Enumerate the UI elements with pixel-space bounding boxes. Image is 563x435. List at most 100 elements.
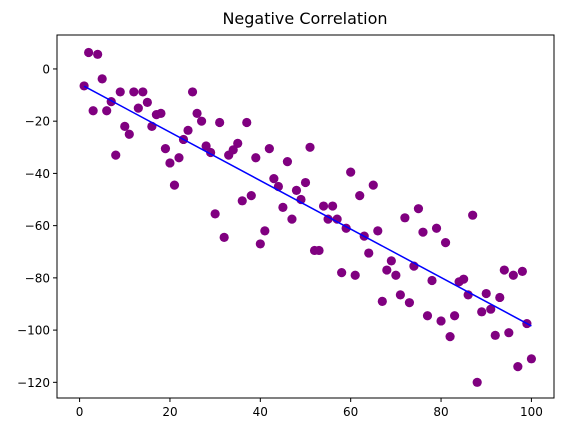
scatter-point [84, 47, 94, 58]
x-tick-label: 60 [343, 405, 358, 419]
x-tick-label: 40 [253, 405, 268, 419]
scatter-point [255, 239, 265, 249]
scatter-point [386, 256, 396, 266]
scatter-point [196, 116, 207, 126]
scatter-point [219, 232, 229, 242]
scatter-point [305, 142, 315, 152]
scatter-point [269, 174, 279, 184]
scatter-point [355, 191, 365, 201]
scatter-point [93, 49, 103, 59]
scatter-point [368, 180, 378, 190]
scatter-point [79, 81, 89, 91]
scatter-point [318, 201, 329, 211]
scatter-point [97, 74, 107, 84]
scatter-point [242, 117, 252, 128]
scatter-point [427, 275, 437, 286]
scatter-point [395, 290, 405, 300]
scatter-point [472, 377, 482, 387]
scatter-point [314, 245, 324, 256]
scatter-point [450, 311, 460, 321]
x-tick-label: 80 [433, 405, 448, 419]
scatter-point [513, 362, 523, 372]
scatter-point [481, 288, 491, 299]
scatter-point [508, 270, 518, 280]
scatter-point [287, 214, 297, 224]
y-tick-label: −20 [25, 115, 50, 129]
x-tick-label: 100 [520, 405, 543, 419]
scatter-point [300, 177, 311, 188]
plot-frame [56, 34, 555, 399]
plot-marks [79, 47, 537, 387]
scatter-point [233, 138, 243, 148]
scatter-point [323, 214, 333, 224]
scatter-point [364, 248, 374, 258]
scatter-point [102, 106, 112, 116]
scatter-point [337, 268, 347, 278]
scatter-point [169, 180, 180, 190]
scatter-point [404, 298, 415, 308]
scatter-point [422, 311, 433, 321]
scatter-point [504, 328, 514, 338]
y-tick-label: 0 [42, 62, 50, 76]
axes: 0 20 40 60 80 100 0 −20 −40 −60 −80 −100 −120 [17, 34, 555, 419]
x-tick-label: 20 [162, 405, 177, 419]
scatter-point [237, 196, 247, 206]
chart-title: Negative Correlation [222, 9, 387, 28]
scatter-point [440, 238, 451, 248]
scatter-point [291, 185, 302, 195]
scatter-point [490, 330, 500, 340]
scatter-point [246, 191, 256, 201]
scatter-point [418, 227, 428, 237]
scatter-point [431, 223, 442, 233]
scatter-point [142, 97, 152, 107]
y-tick-label: −40 [25, 167, 50, 181]
scatter-point [445, 332, 455, 342]
scatter-point [260, 226, 270, 236]
y-tick-label: −120 [17, 376, 50, 390]
scatter-point [517, 266, 527, 276]
y-tick-label: −60 [25, 219, 50, 233]
scatter-point [215, 117, 225, 128]
scatter-point [115, 87, 125, 97]
scatter-point [111, 150, 121, 160]
trend-line [83, 85, 532, 327]
scatter-point [251, 153, 261, 163]
scatter-point [373, 226, 383, 236]
scatter-point [174, 153, 184, 163]
scatter-point [183, 125, 193, 135]
scatter-point [278, 202, 288, 212]
x-tick-label: 0 [76, 405, 84, 419]
scatter-point [391, 270, 401, 280]
scatter-point [160, 144, 171, 154]
scatter-point [328, 201, 338, 211]
scatter-point [210, 209, 220, 219]
scatter-point [382, 265, 392, 275]
y-tick-label: −80 [25, 271, 50, 285]
scatter-point [201, 141, 211, 151]
scatter-point [400, 213, 410, 223]
scatter-point [486, 304, 496, 314]
scatter-point [282, 157, 293, 167]
scatter-point [346, 167, 356, 177]
scatter-point [129, 87, 139, 97]
scatter-point [124, 129, 134, 139]
scatter-point [138, 87, 148, 97]
y-tick-label: −100 [17, 324, 50, 338]
scatter-point [499, 265, 509, 275]
scatter-point [88, 106, 98, 116]
scatter-point [413, 204, 424, 214]
scatter-point [350, 270, 360, 280]
scatter-point [377, 296, 387, 306]
scatter-point [165, 158, 175, 168]
scatter-point [133, 103, 143, 113]
scatter-point [477, 307, 487, 317]
scatter-point [156, 108, 166, 118]
scatter-point [187, 87, 198, 97]
scatter-point [468, 210, 478, 220]
scatter-point [436, 316, 446, 326]
scatter-point [495, 292, 505, 303]
scatter-point [228, 145, 238, 155]
scatter-point [526, 354, 537, 364]
scatter-point [192, 108, 202, 118]
